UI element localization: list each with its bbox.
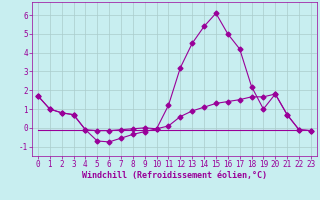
X-axis label: Windchill (Refroidissement éolien,°C): Windchill (Refroidissement éolien,°C): [82, 171, 267, 180]
